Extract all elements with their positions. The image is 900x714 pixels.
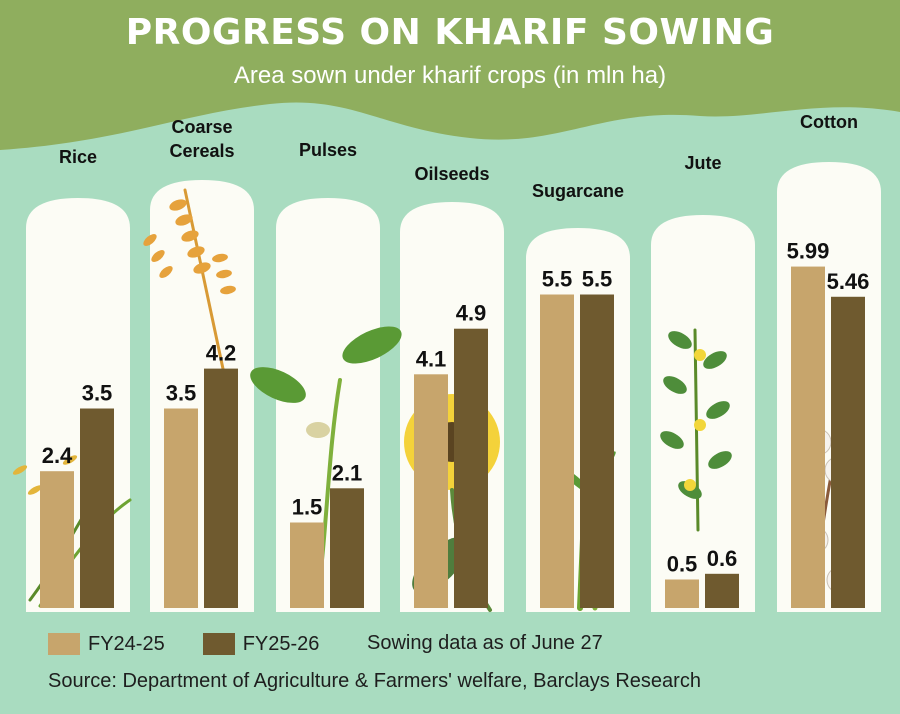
value-label-sugarcane-fy25-26: 5.5: [582, 267, 613, 292]
value-label-cotton-fy25-26: 5.46: [827, 269, 870, 294]
category-label-cotton: Cotton: [800, 112, 858, 132]
wheat-grain-icon: [169, 199, 187, 211]
wheat-grain-icon: [143, 234, 157, 246]
bar-sugarcane-fy24-25: [540, 294, 574, 608]
legend-swatch-fy25-26: [202, 633, 235, 655]
category-label-coarse-cereals: Coarse Cereals: [169, 117, 234, 161]
jute-leaf-icon: [708, 451, 732, 469]
value-label-oilseeds-fy24-25: 4.1: [416, 346, 447, 371]
legend-item-fy25-26: FY25-26: [202, 632, 320, 656]
legend: FY24-25 FY25-26: [48, 632, 357, 656]
bar-rice-fy25-26: [80, 408, 114, 608]
source-note: Source: Department of Agriculture & Farm…: [48, 670, 701, 692]
legend-label-fy24-25: FY24-25: [88, 632, 165, 655]
rice-grain-icon: [62, 455, 78, 465]
bar-cotton-fy25-26: [831, 296, 865, 608]
bar-oilseeds-fy24-25: [414, 374, 448, 608]
legend-item-fy24-25: FY24-25: [48, 633, 165, 656]
wheat-grain-icon: [151, 250, 165, 262]
value-label-cotton-fy24-25: 5.99: [787, 239, 830, 264]
legend-label-fy25-26: FY25-26: [242, 632, 320, 655]
wheat-grain-icon: [212, 253, 228, 263]
bar-sugarcane-fy25-26: [580, 294, 614, 608]
rice-grain-icon: [12, 465, 28, 475]
wheat-grain-icon: [187, 246, 205, 258]
jute-leaf-icon: [703, 351, 727, 369]
data-note: Sowing data as of June 27: [367, 632, 603, 654]
bar-pulses-fy24-25: [290, 522, 324, 608]
wheat-grain-icon: [175, 214, 193, 226]
value-label-pulses-fy24-25: 1.5: [292, 495, 323, 520]
bar-jute-fy25-26: [705, 573, 739, 608]
value-label-sugarcane-fy24-25: 5.5: [542, 267, 573, 292]
jute-leaf-icon: [668, 331, 692, 349]
wheat-grain-icon: [159, 266, 173, 278]
chart-subtitle: Area sown under kharif crops (in mln ha): [233, 62, 667, 89]
jute-flower-icon: [694, 349, 706, 361]
category-label-oilseeds: Oilseeds: [414, 164, 489, 184]
pulse-seed-icon: [306, 422, 330, 438]
wheat-grain-icon: [181, 230, 199, 242]
bar-cotton-fy24-25: [791, 266, 825, 608]
value-label-jute-fy25-26: 0.6: [707, 546, 738, 571]
wheat-grain-icon: [216, 269, 232, 279]
pulse-leaf-icon: [250, 367, 306, 403]
wheat-grain-icon: [193, 262, 211, 274]
category-label-rice: Rice: [59, 147, 97, 167]
bar-coarse-cereals-fy24-25: [164, 408, 198, 608]
bar-coarse-cereals-fy25-26: [204, 368, 238, 608]
jute-flower-icon: [684, 479, 696, 491]
value-label-pulses-fy25-26: 2.1: [332, 460, 363, 485]
legend-swatch-fy24-25: [48, 633, 80, 655]
value-label-rice-fy25-26: 3.5: [82, 381, 113, 406]
header-band: [0, 0, 900, 150]
value-label-jute-fy24-25: 0.5: [667, 552, 698, 577]
bar-pulses-fy25-26: [330, 488, 364, 608]
jute-flower-icon: [694, 419, 706, 431]
pulse-leaf-icon: [342, 326, 402, 364]
jute-leaf-icon: [663, 376, 687, 394]
wheat-grain-icon: [220, 285, 236, 295]
bar-jute-fy24-25: [665, 579, 699, 608]
chart-title: PROGRESS ON KHARIF SOWING: [125, 12, 775, 53]
category-label-sugarcane: Sugarcane: [532, 181, 624, 201]
jute-leaf-icon: [706, 401, 730, 419]
bar-oilseeds-fy25-26: [454, 328, 488, 608]
value-label-oilseeds-fy25-26: 4.9: [456, 301, 487, 326]
value-label-coarse-cereals-fy25-26: 4.2: [206, 341, 237, 366]
category-label-jute: Jute: [684, 153, 721, 173]
jute-leaf-icon: [660, 431, 684, 449]
value-label-rice-fy24-25: 2.4: [42, 443, 73, 468]
panel-jute: [651, 215, 755, 612]
category-label-pulses: Pulses: [299, 140, 357, 160]
value-label-coarse-cereals-fy24-25: 3.5: [166, 381, 197, 406]
bar-rice-fy24-25: [40, 471, 74, 608]
rice-grain-icon: [27, 485, 43, 495]
